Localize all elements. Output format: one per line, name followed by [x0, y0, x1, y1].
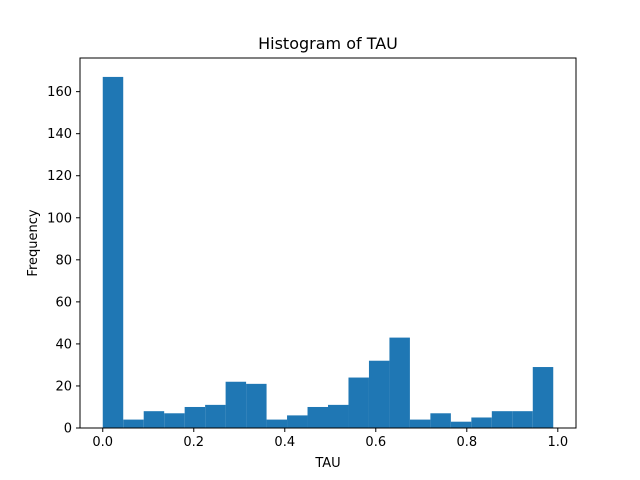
- histogram-bar: [287, 415, 308, 428]
- histogram-bar: [409, 419, 431, 428]
- histogram-bar: [450, 421, 472, 428]
- y-tick-label: 140: [47, 127, 72, 142]
- histogram-bar: [266, 419, 288, 428]
- histogram-bar: [123, 419, 144, 428]
- histogram-bar: [430, 413, 451, 428]
- x-tick-label: 0.2: [183, 435, 204, 450]
- histogram-bar: [348, 377, 369, 428]
- histogram-bar: [389, 337, 410, 428]
- x-tick-label: 0.4: [274, 435, 295, 450]
- x-tick-label: 0.8: [456, 435, 477, 450]
- histogram-bar: [143, 411, 165, 428]
- y-tick-label: 120: [47, 169, 72, 184]
- histogram-bar: [307, 406, 328, 428]
- histogram-bar: [491, 411, 513, 428]
- plot-frame: [79, 57, 577, 429]
- x-axis-ticks: 0.0 0.2 0.4 0.6 0.8 1.0: [92, 428, 568, 450]
- chart-title: Histogram of TAU: [258, 34, 398, 53]
- y-tick-label: 60: [55, 295, 72, 310]
- y-tick-label: 0: [64, 422, 72, 437]
- y-tick-label: 100: [47, 211, 72, 226]
- histogram-bar: [184, 406, 206, 428]
- y-tick-label: 80: [55, 253, 72, 268]
- histogram-bar: [246, 383, 267, 428]
- x-tick-label: 0.6: [365, 435, 386, 450]
- histogram-bar: [328, 404, 349, 428]
- histogram-bar: [225, 381, 247, 428]
- x-tick-label: 1.0: [547, 435, 568, 450]
- y-tick-label: 160: [47, 85, 72, 100]
- y-axis-label: Frequency: [26, 209, 41, 276]
- y-tick-label: 40: [55, 337, 72, 352]
- bars-group: [102, 76, 554, 428]
- histogram-bar: [532, 367, 554, 428]
- histogram-bar: [368, 360, 390, 428]
- y-axis-ticks: 0 20 40 60 80 100 120 140 160: [47, 85, 80, 437]
- histogram-bar: [471, 417, 492, 428]
- histogram-bar: [164, 413, 185, 428]
- histogram-bar: [512, 411, 533, 428]
- x-axis-label: TAU: [314, 456, 340, 471]
- histogram-bar: [205, 404, 226, 428]
- histogram-bar: [102, 76, 124, 428]
- y-tick-label: 20: [55, 379, 72, 394]
- x-tick-label: 0.0: [92, 435, 113, 450]
